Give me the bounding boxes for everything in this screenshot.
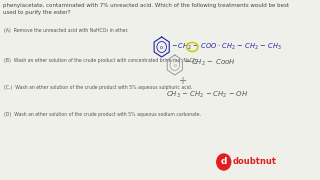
Text: (B)  Wash an ether solution of the crude product with concentrated brine (aq. Na: (B) Wash an ether solution of the crude … (4, 58, 198, 63)
Text: (D)  Wash an ether solution of the crude product with 5% aqueous sodium carbonat: (D) Wash an ether solution of the crude … (4, 112, 201, 117)
Text: o: o (173, 62, 176, 68)
Text: $CH_3\,-CH_2\,-CH_2\,-OH$: $CH_3\,-CH_2\,-CH_2\,-OH$ (166, 90, 248, 100)
Text: $-\,CH_2\,-\,COO\cdot\,CH_2\,-\,CH_2\,-\,CH_3$: $-\,CH_2\,-\,COO\cdot\,CH_2\,-\,CH_2\,-\… (171, 42, 282, 52)
Text: $-\,CH_2\,-\,CooH$: $-\,CH_2\,-\,CooH$ (184, 58, 236, 68)
Text: +: + (178, 76, 186, 86)
Text: phenylacetate, contaminated with 7% unreacted acid. Which of the following treat: phenylacetate, contaminated with 7% unre… (3, 3, 289, 15)
Circle shape (217, 154, 231, 170)
Text: doubtnut: doubtnut (232, 158, 276, 166)
Text: o: o (160, 44, 163, 50)
Text: (A)  Remove the unreacted acid with NaHCO₃ in ether.: (A) Remove the unreacted acid with NaHCO… (4, 28, 129, 33)
Text: d: d (220, 156, 227, 165)
Text: (C.)  Wash an ether solution of the crude product with 5% aqueous sulphuric acid: (C.) Wash an ether solution of the crude… (4, 85, 193, 90)
